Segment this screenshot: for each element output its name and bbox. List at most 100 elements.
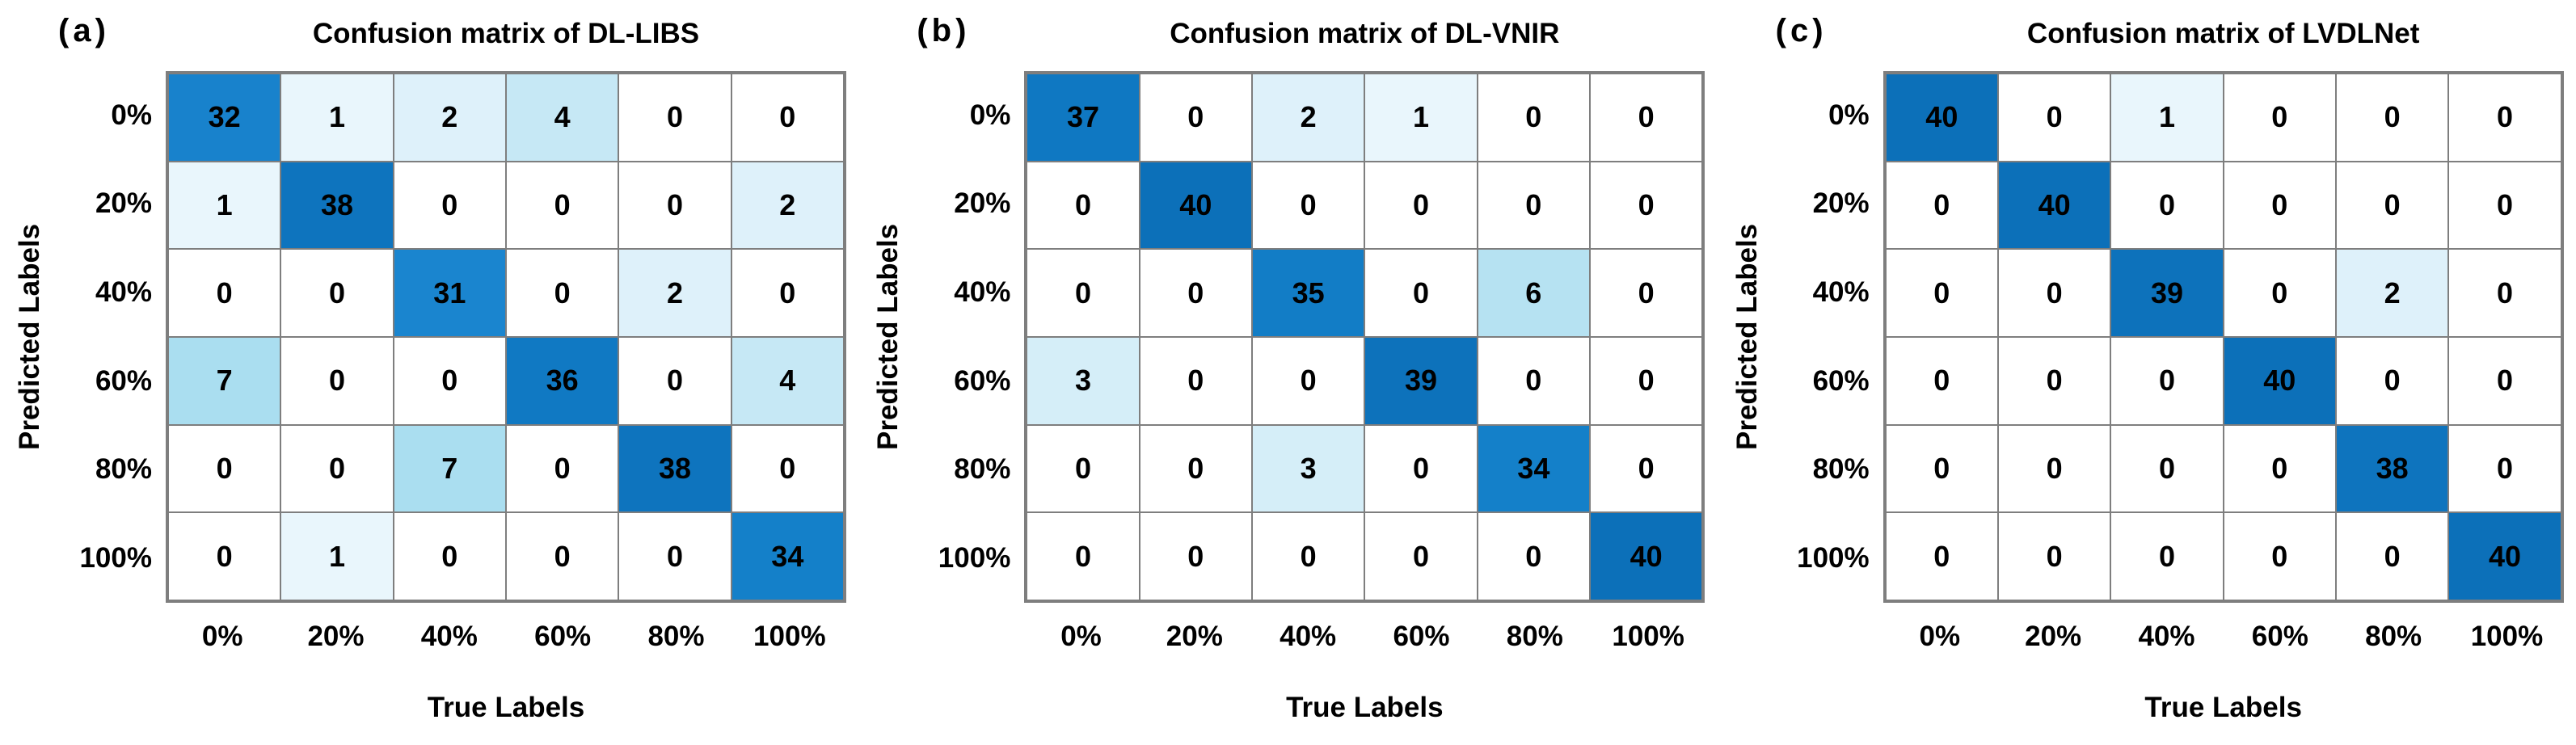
matrix-cell: 0 <box>1589 249 1703 337</box>
matrix-grid-c: 40 0 1 0 0 0 0 40 0 0 0 0 0 0 39 0 2 0 0 0 0 40 0 0 0 0 0 0 38 0 0 0 0 0 0… <box>1882 71 2564 603</box>
matrix-cell: 0 <box>1997 249 2111 337</box>
matrix-cell: 0 <box>1027 424 1140 513</box>
y-tick-label: 0% <box>111 99 152 131</box>
matrix-cell: 7 <box>168 336 281 425</box>
x-tick-label: 40% <box>1280 621 1337 652</box>
matrix-cell: 0 <box>1997 74 2111 162</box>
matrix-cell: 0 <box>505 424 619 513</box>
matrix-cell: 0 <box>2223 249 2336 337</box>
matrix-cell: 39 <box>2110 249 2224 337</box>
x-tick-label: 100% <box>753 621 826 652</box>
y-tick-label: 80% <box>95 453 152 486</box>
matrix-grid-a: 32 1 2 4 0 0 1 38 0 0 0 2 0 0 31 0 2 0 7 0 0 36 0 4 0 0 7 0 38 0 0 1 0 0 0… <box>166 71 846 603</box>
y-tick-label: 20% <box>1812 187 1870 220</box>
matrix-cell: 0 <box>1477 512 1590 600</box>
matrix-cell: 0 <box>1027 512 1140 600</box>
matrix-cell: 40 <box>1997 161 2111 250</box>
y-tick-label: 20% <box>954 187 1011 220</box>
matrix-cell: 0 <box>1997 424 2111 513</box>
matrix-cell: 38 <box>618 424 731 513</box>
matrix-cell: 0 <box>280 336 394 425</box>
x-tick-label: 40% <box>420 621 478 652</box>
matrix-cell: 0 <box>168 249 281 337</box>
x-tick-label: 20% <box>307 621 365 652</box>
matrix-cell: 38 <box>2335 424 2449 513</box>
matrix-cell: 0 <box>1139 512 1252 600</box>
panel-b: (b) Confusion matrix of DL-VNIR Predicte… <box>858 0 1717 745</box>
matrix-cell: 34 <box>1477 424 1590 513</box>
y-tick-label: 40% <box>95 276 152 309</box>
matrix-cell: 0 <box>168 424 281 513</box>
matrix-cell: 0 <box>618 161 731 250</box>
matrix-cell: 0 <box>2335 336 2449 425</box>
matrix-cell: 0 <box>1477 336 1590 425</box>
matrix-cell: 0 <box>618 336 731 425</box>
matrix-cell: 0 <box>505 249 619 337</box>
panel-a: (a) Confusion matrix of DL-LIBS Predicte… <box>0 0 858 745</box>
y-tick-label: 80% <box>954 453 1011 486</box>
matrix-cell: 0 <box>1997 512 2111 600</box>
matrix-cell: 0 <box>1589 336 1703 425</box>
matrix-cell: 0 <box>1364 161 1478 250</box>
matrix-cell: 0 <box>2223 424 2336 513</box>
matrix-cell: 0 <box>2110 336 2224 425</box>
matrix-cell: 2 <box>618 249 731 337</box>
matrix-cell: 0 <box>1589 74 1703 162</box>
matrix-cell: 0 <box>393 512 506 600</box>
matrix-cell: 0 <box>2448 249 2561 337</box>
matrix-cell: 1 <box>280 74 394 162</box>
matrix-cell: 0 <box>1364 249 1478 337</box>
matrix-cell: 4 <box>505 74 619 162</box>
matrix-cell: 0 <box>280 249 394 337</box>
matrix-cell: 0 <box>1251 512 1365 600</box>
matrix-cell: 38 <box>280 161 394 250</box>
matrix-cell: 0 <box>1251 161 1365 250</box>
x-ticks-a: 0% 20% 40% 60% 80% 100% <box>166 621 846 653</box>
y-tick-label: 60% <box>95 364 152 397</box>
matrix-cell: 0 <box>2223 512 2336 600</box>
matrix-cell: 0 <box>2448 336 2561 425</box>
matrix-cell: 2 <box>2335 249 2449 337</box>
matrix-cell: 0 <box>1027 249 1140 337</box>
matrix-cell: 0 <box>731 74 844 162</box>
matrix-cell: 0 <box>2448 74 2561 162</box>
y-tick-label: 100% <box>938 542 1011 575</box>
matrix-cell: 0 <box>1139 74 1252 162</box>
matrix-cell: 39 <box>1364 336 1478 425</box>
matrix-cell: 0 <box>1589 161 1703 250</box>
matrix-cell: 2 <box>731 161 844 250</box>
x-tick-label: 60% <box>2251 621 2308 652</box>
x-ticks-c: 0% 20% 40% 60% 80% 100% <box>1883 621 2564 653</box>
matrix-cell: 0 <box>1251 336 1365 425</box>
matrix-cell: 0 <box>1477 74 1590 162</box>
matrix-cell: 1 <box>168 161 281 250</box>
matrix-cell: 0 <box>2223 161 2336 250</box>
matrix-cell: 0 <box>2110 512 2224 600</box>
y-ticks-a: 0% 20% 40% 60% 80% 100% <box>0 71 152 603</box>
matrix-cell: 7 <box>393 424 506 513</box>
matrix-cell: 32 <box>168 74 281 162</box>
matrix-cell: 0 <box>2110 424 2224 513</box>
y-tick-label: 0% <box>1828 99 1870 131</box>
matrix-cell: 40 <box>1885 74 1998 162</box>
matrix-cell: 0 <box>1364 512 1478 600</box>
panel-label-a: (a) <box>58 13 110 48</box>
x-tick-label: 80% <box>1506 621 1563 652</box>
x-ticks-b: 0% 20% 40% 60% 80% 100% <box>1024 621 1705 653</box>
matrix-cell: 0 <box>2223 74 2336 162</box>
panel-label-b: (b) <box>917 13 971 48</box>
y-tick-label: 60% <box>1812 364 1870 397</box>
matrix-cell: 0 <box>1885 336 1998 425</box>
matrix-cell: 0 <box>1139 424 1252 513</box>
matrix-cell: 40 <box>2223 336 2336 425</box>
matrix-cell: 40 <box>1139 161 1252 250</box>
panel-title-b: Confusion matrix of DL-VNIR <box>1170 18 1560 49</box>
matrix-cell: 1 <box>2110 74 2224 162</box>
matrix-cell: 0 <box>1885 512 1998 600</box>
matrix-cell: 0 <box>2110 161 2224 250</box>
y-tick-label: 80% <box>1812 453 1870 486</box>
matrix-cell: 0 <box>2448 161 2561 250</box>
matrix-cell: 0 <box>393 336 506 425</box>
matrix-cell: 0 <box>280 424 394 513</box>
matrix-cell: 0 <box>505 161 619 250</box>
